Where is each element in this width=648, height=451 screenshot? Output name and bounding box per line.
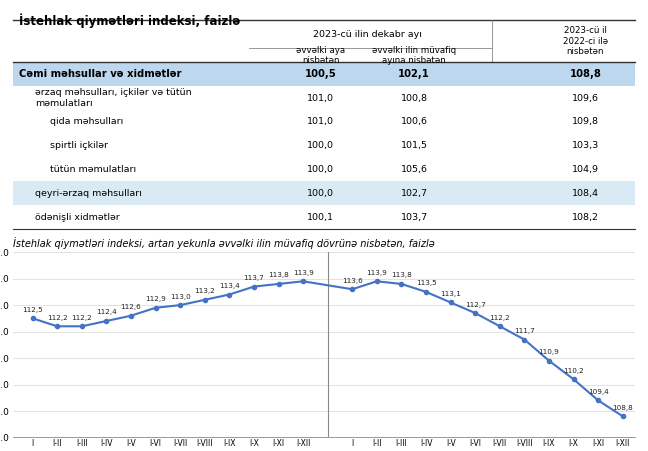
Text: 100,0: 100,0 bbox=[307, 165, 334, 174]
Text: spirtli içkilər: spirtli içkilər bbox=[51, 141, 108, 150]
Text: 105,6: 105,6 bbox=[400, 165, 428, 174]
Text: 102,1: 102,1 bbox=[399, 69, 430, 79]
Text: 113,0: 113,0 bbox=[170, 294, 191, 299]
Text: ərzaq məhsulları, içkilər və tütün
məmulatları: ərzaq məhsulları, içkilər və tütün məmul… bbox=[35, 88, 191, 108]
Text: 113,8: 113,8 bbox=[391, 272, 412, 278]
Text: 101,0: 101,0 bbox=[307, 94, 334, 103]
FancyBboxPatch shape bbox=[13, 181, 635, 205]
Text: 2023-cü ilin dekabr ayı: 2023-cü ilin dekabr ayı bbox=[313, 30, 422, 39]
Text: qeyri-ərzaq məhsulları: qeyri-ərzaq məhsulları bbox=[35, 189, 142, 198]
Text: 112,7: 112,7 bbox=[465, 302, 485, 308]
Text: ödənişli xidmətlər: ödənişli xidmətlər bbox=[35, 212, 119, 221]
Text: 104,9: 104,9 bbox=[572, 165, 599, 174]
Text: əvvəlki ilin müvafiq
ayına nisbətən: əvvəlki ilin müvafiq ayına nisbətən bbox=[372, 46, 456, 65]
Text: 113,1: 113,1 bbox=[440, 291, 461, 297]
Text: 111,7: 111,7 bbox=[514, 328, 535, 334]
Text: 113,5: 113,5 bbox=[415, 281, 436, 286]
Text: 112,4: 112,4 bbox=[96, 309, 117, 315]
Text: 112,2: 112,2 bbox=[489, 315, 510, 321]
Text: 113,8: 113,8 bbox=[268, 272, 289, 278]
Text: 109,6: 109,6 bbox=[572, 94, 599, 103]
Text: 112,5: 112,5 bbox=[22, 307, 43, 313]
Text: 100,8: 100,8 bbox=[400, 94, 428, 103]
Text: 113,7: 113,7 bbox=[244, 275, 264, 281]
Text: 113,9: 113,9 bbox=[293, 270, 314, 276]
Text: 103,7: 103,7 bbox=[400, 212, 428, 221]
Text: 100,0: 100,0 bbox=[307, 141, 334, 150]
Text: 101,0: 101,0 bbox=[307, 117, 334, 126]
Text: 108,2: 108,2 bbox=[572, 212, 599, 221]
Text: 100,5: 100,5 bbox=[305, 69, 337, 79]
Text: 101,5: 101,5 bbox=[400, 141, 428, 150]
Text: 112,9: 112,9 bbox=[145, 296, 166, 302]
Text: 109,8: 109,8 bbox=[572, 117, 599, 126]
Text: 113,4: 113,4 bbox=[219, 283, 240, 289]
Text: 2023-cü il
2022-ci ilə
nisbətən: 2023-cü il 2022-ci ilə nisbətən bbox=[562, 27, 608, 56]
Text: 100,6: 100,6 bbox=[400, 117, 428, 126]
Text: əvvəlki aya
nisbətən: əvvəlki aya nisbətən bbox=[296, 46, 345, 65]
Text: 108,8: 108,8 bbox=[570, 69, 601, 79]
Text: 113,9: 113,9 bbox=[367, 270, 388, 276]
Text: 108,8: 108,8 bbox=[612, 405, 633, 411]
Text: qida məhsulları: qida məhsulları bbox=[51, 117, 124, 126]
Text: 112,2: 112,2 bbox=[47, 315, 67, 321]
Text: 103,3: 103,3 bbox=[572, 141, 599, 150]
Text: 110,2: 110,2 bbox=[563, 368, 584, 374]
Text: 109,4: 109,4 bbox=[588, 389, 608, 395]
Text: 110,9: 110,9 bbox=[538, 349, 559, 355]
Text: 112,2: 112,2 bbox=[71, 315, 92, 321]
Text: İstehlak qiymətləri indeksi, faizlə: İstehlak qiymətləri indeksi, faizlə bbox=[19, 14, 240, 28]
Text: 108,4: 108,4 bbox=[572, 189, 599, 198]
Text: 113,6: 113,6 bbox=[342, 278, 363, 284]
Text: 112,6: 112,6 bbox=[121, 304, 141, 310]
Text: 113,2: 113,2 bbox=[194, 288, 215, 294]
Text: İstehlak qiymətləri indeksi, artan yekunla əvvəlki ilin müvafiq dövrünə nisbətən: İstehlak qiymətləri indeksi, artan yekun… bbox=[13, 237, 435, 249]
Text: Cəmi məhsullar və xidmətlər: Cəmi məhsullar və xidmətlər bbox=[19, 69, 181, 79]
Text: 100,0: 100,0 bbox=[307, 189, 334, 198]
Text: tütün məmulatları: tütün məmulatları bbox=[51, 165, 137, 174]
Text: 100,1: 100,1 bbox=[307, 212, 334, 221]
Text: 102,7: 102,7 bbox=[400, 189, 428, 198]
FancyBboxPatch shape bbox=[13, 62, 635, 86]
